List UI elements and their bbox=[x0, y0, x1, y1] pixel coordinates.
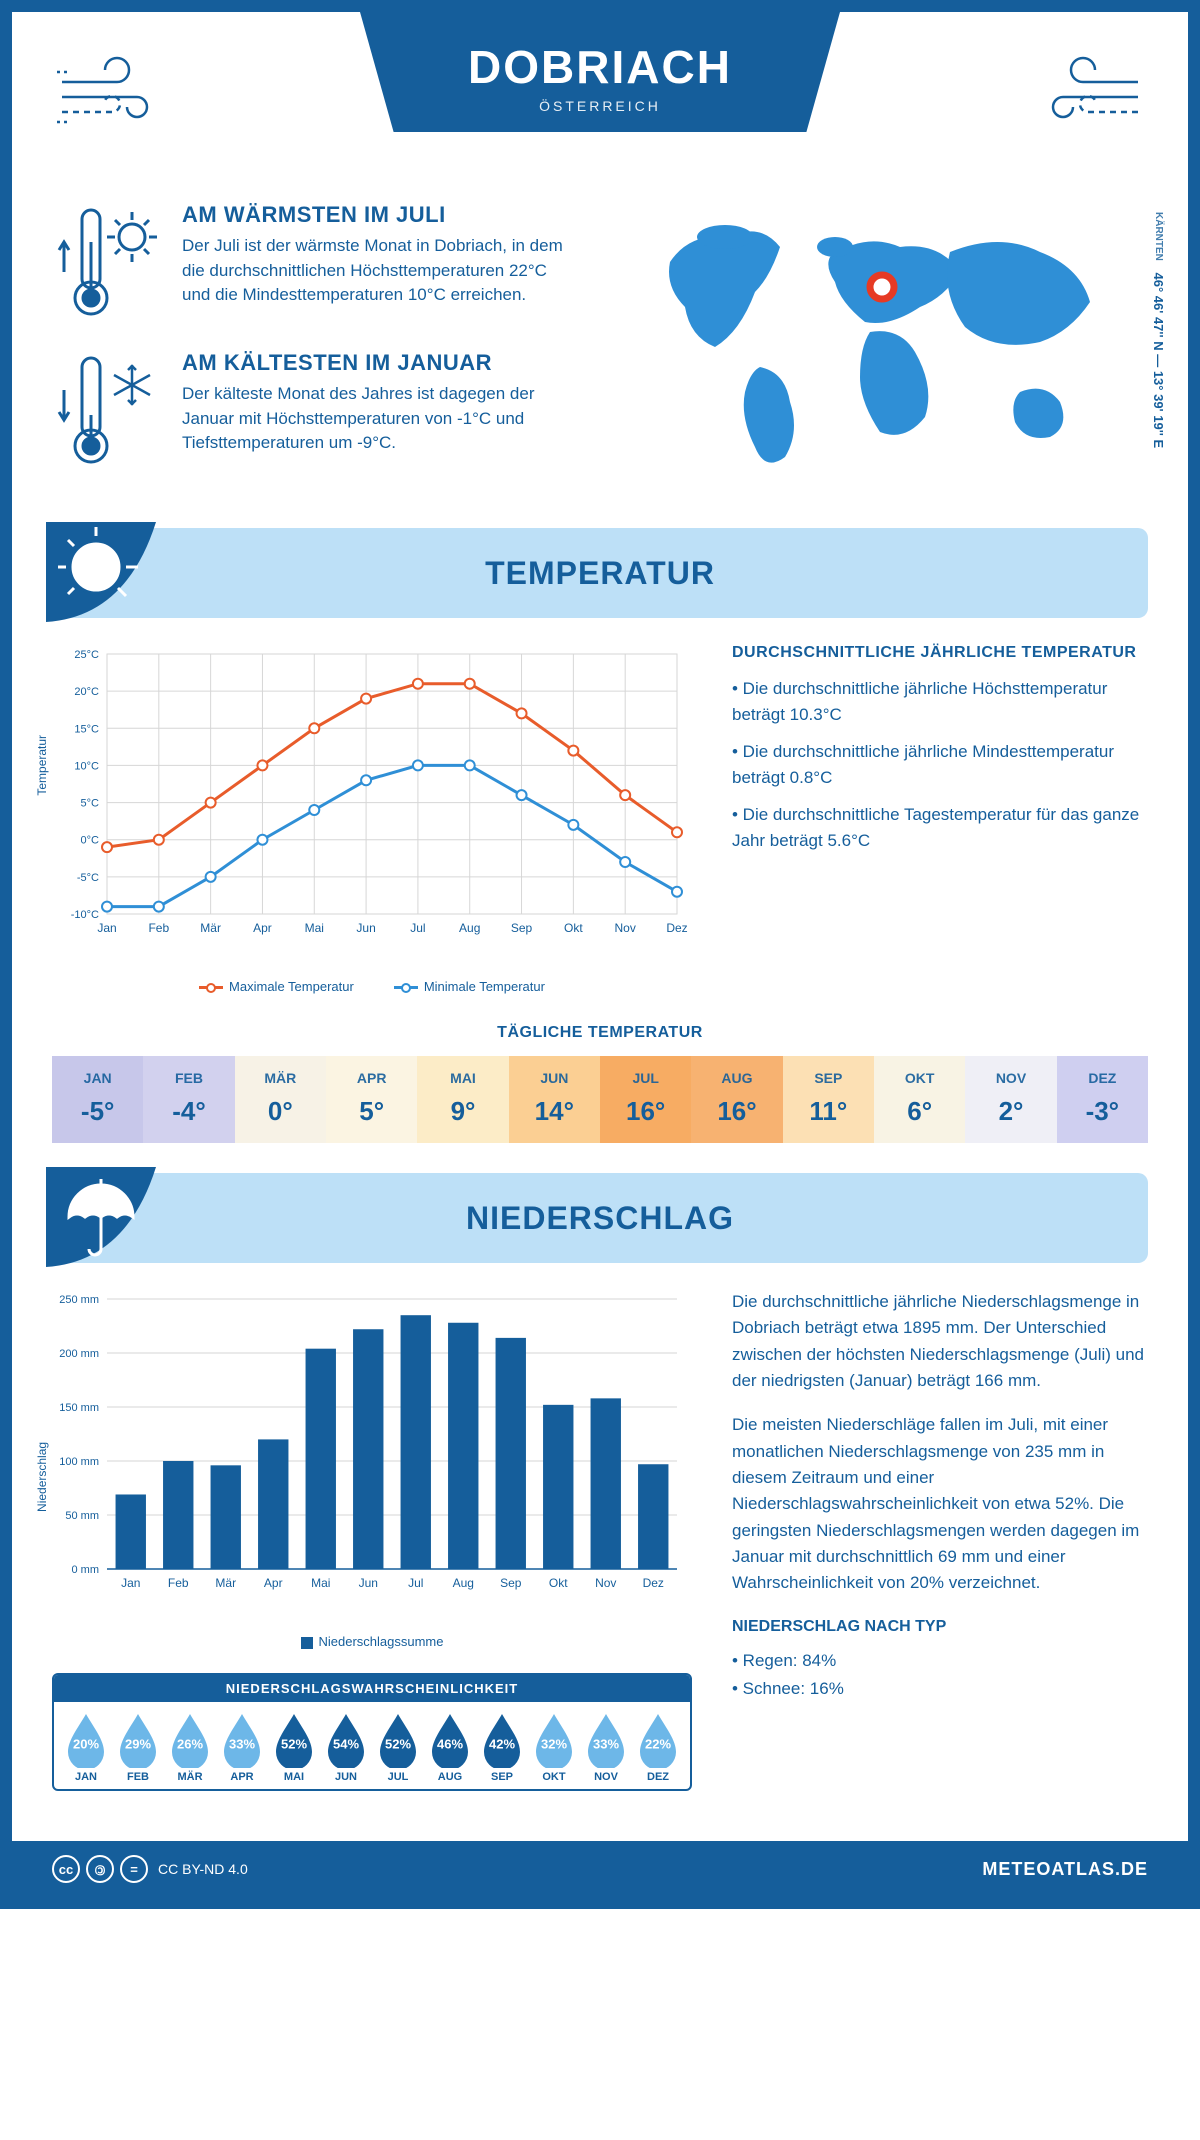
svg-text:200 mm: 200 mm bbox=[59, 1348, 99, 1360]
svg-text:250 mm: 250 mm bbox=[59, 1294, 99, 1306]
svg-text:0°C: 0°C bbox=[81, 835, 100, 847]
svg-text:Jun: Jun bbox=[359, 1576, 378, 1590]
svg-text:Jul: Jul bbox=[410, 921, 425, 935]
probability-cell: 54%JUN bbox=[320, 1712, 372, 1783]
probability-cell: 52%JUL bbox=[372, 1712, 424, 1783]
daily-cell: MAI9° bbox=[417, 1056, 508, 1143]
svg-text:Aug: Aug bbox=[453, 1576, 474, 1590]
probability-cell: 22%DEZ bbox=[632, 1712, 684, 1783]
svg-text:Jan: Jan bbox=[121, 1576, 140, 1590]
temperature-title: TEMPERATUR bbox=[485, 555, 715, 592]
svg-text:-10°C: -10°C bbox=[71, 909, 99, 921]
svg-text:20°C: 20°C bbox=[74, 686, 99, 698]
header: DOBRIACH ÖSTERREICH bbox=[52, 42, 1148, 192]
temperature-chart: Temperatur -10°C-5°C0°C5°C10°C15°C20°C25… bbox=[52, 644, 692, 994]
daily-cell: DEZ-3° bbox=[1057, 1056, 1148, 1143]
svg-text:Feb: Feb bbox=[168, 1576, 189, 1590]
svg-text:Jan: Jan bbox=[97, 921, 116, 935]
precipitation-probability: NIEDERSCHLAGSWAHRSCHEINLICHKEIT 20%JAN29… bbox=[52, 1673, 692, 1791]
cc-icon: cc bbox=[52, 1855, 80, 1883]
footer: cc 🄯 = CC BY-ND 4.0 METEOATLAS.DE bbox=[12, 1841, 1188, 1897]
warmest-heading: AM WÄRMSTEN IM JULI bbox=[182, 202, 580, 228]
probability-cell: 42%SEP bbox=[476, 1712, 528, 1783]
wind-icon bbox=[1008, 42, 1148, 142]
coordinates: KÄRNTEN 46° 46' 47'' N — 13° 39' 19'' E bbox=[1151, 212, 1166, 448]
svg-text:Jun: Jun bbox=[356, 921, 375, 935]
svg-text:25°C: 25°C bbox=[74, 649, 99, 661]
coldest-text: Der kälteste Monat des Jahres ist dagege… bbox=[182, 382, 580, 456]
svg-text:Apr: Apr bbox=[264, 1576, 283, 1590]
daily-cell: FEB-4° bbox=[143, 1056, 234, 1143]
thermometer-snow-icon bbox=[52, 350, 162, 470]
daily-cell: OKT6° bbox=[874, 1056, 965, 1143]
temperature-summary: DURCHSCHNITTLICHE JÄHRLICHE TEMPERATUR •… bbox=[732, 644, 1148, 994]
svg-text:10°C: 10°C bbox=[74, 760, 99, 772]
svg-text:0 mm: 0 mm bbox=[72, 1564, 100, 1576]
daily-temp-table: JAN-5°FEB-4°MÄR0°APR5°MAI9°JUN14°JUL16°A… bbox=[52, 1056, 1148, 1143]
svg-text:-5°C: -5°C bbox=[77, 872, 99, 884]
license: cc 🄯 = CC BY-ND 4.0 bbox=[52, 1855, 248, 1883]
probability-cell: 29%FEB bbox=[112, 1712, 164, 1783]
probability-cell: 26%MÄR bbox=[164, 1712, 216, 1783]
daily-cell: MÄR0° bbox=[235, 1056, 326, 1143]
svg-text:Aug: Aug bbox=[459, 921, 480, 935]
probability-cell: 33%APR bbox=[216, 1712, 268, 1783]
svg-text:Mär: Mär bbox=[215, 1576, 236, 1590]
svg-text:5°C: 5°C bbox=[81, 798, 100, 810]
daily-cell: JUL16° bbox=[600, 1056, 691, 1143]
svg-text:Mai: Mai bbox=[305, 921, 324, 935]
probability-cell: 33%NOV bbox=[580, 1712, 632, 1783]
svg-text:15°C: 15°C bbox=[74, 723, 99, 735]
svg-text:Dez: Dez bbox=[643, 1576, 664, 1590]
title-banner: DOBRIACH ÖSTERREICH bbox=[360, 12, 840, 132]
daily-cell: JAN-5° bbox=[52, 1056, 143, 1143]
daily-cell: NOV2° bbox=[965, 1056, 1056, 1143]
svg-text:Sep: Sep bbox=[511, 921, 533, 935]
daily-cell: AUG16° bbox=[691, 1056, 782, 1143]
svg-text:50 mm: 50 mm bbox=[65, 1510, 99, 1522]
svg-text:Nov: Nov bbox=[615, 921, 636, 935]
warmest-block: AM WÄRMSTEN IM JULI Der Juli ist der wär… bbox=[52, 202, 580, 322]
svg-text:Apr: Apr bbox=[253, 921, 272, 935]
svg-text:Jul: Jul bbox=[408, 1576, 423, 1590]
probability-cell: 20%JAN bbox=[60, 1712, 112, 1783]
daily-cell: SEP11° bbox=[783, 1056, 874, 1143]
svg-text:Dez: Dez bbox=[666, 921, 687, 935]
coldest-heading: AM KÄLTESTEN IM JANUAR bbox=[182, 350, 580, 376]
precipitation-chart: Niederschlag 0 mm50 mm100 mm150 mm200 mm… bbox=[52, 1289, 692, 1791]
precipitation-section-header: NIEDERSCHLAG bbox=[52, 1173, 1148, 1263]
probability-cell: 52%MAI bbox=[268, 1712, 320, 1783]
svg-text:Mär: Mär bbox=[200, 921, 221, 935]
svg-text:Mai: Mai bbox=[311, 1576, 330, 1590]
probability-cell: 46%AUG bbox=[424, 1712, 476, 1783]
svg-text:Nov: Nov bbox=[595, 1576, 616, 1590]
wind-icon bbox=[52, 42, 192, 142]
precipitation-legend: Niederschlagssumme bbox=[52, 1634, 692, 1649]
daily-cell: JUN14° bbox=[509, 1056, 600, 1143]
svg-text:Feb: Feb bbox=[148, 921, 169, 935]
world-map: KÄRNTEN 46° 46' 47'' N — 13° 39' 19'' E bbox=[620, 202, 1148, 498]
svg-text:Okt: Okt bbox=[549, 1576, 568, 1590]
thermometer-sun-icon bbox=[52, 202, 162, 322]
city-title: DOBRIACH bbox=[360, 40, 840, 94]
warmest-text: Der Juli ist der wärmste Monat in Dobria… bbox=[182, 234, 580, 308]
brand: METEOATLAS.DE bbox=[982, 1859, 1148, 1880]
svg-text:Sep: Sep bbox=[500, 1576, 522, 1590]
temperature-legend: Maximale Temperatur Minimale Temperatur bbox=[52, 979, 692, 994]
sun-icon bbox=[46, 522, 176, 632]
svg-text:100 mm: 100 mm bbox=[59, 1456, 99, 1468]
svg-text:150 mm: 150 mm bbox=[59, 1402, 99, 1414]
daily-cell: APR5° bbox=[326, 1056, 417, 1143]
probability-cell: 32%OKT bbox=[528, 1712, 580, 1783]
by-icon: 🄯 bbox=[86, 1855, 114, 1883]
daily-temp-title: TÄGLICHE TEMPERATUR bbox=[52, 1024, 1148, 1042]
umbrella-icon bbox=[46, 1167, 176, 1277]
precipitation-title: NIEDERSCHLAG bbox=[466, 1200, 734, 1237]
precipitation-summary: Die durchschnittliche jährliche Niedersc… bbox=[732, 1289, 1148, 1791]
nd-icon: = bbox=[120, 1855, 148, 1883]
coldest-block: AM KÄLTESTEN IM JANUAR Der kälteste Mona… bbox=[52, 350, 580, 470]
svg-text:Okt: Okt bbox=[564, 921, 583, 935]
temperature-section-header: TEMPERATUR bbox=[52, 528, 1148, 618]
country-subtitle: ÖSTERREICH bbox=[360, 98, 840, 114]
